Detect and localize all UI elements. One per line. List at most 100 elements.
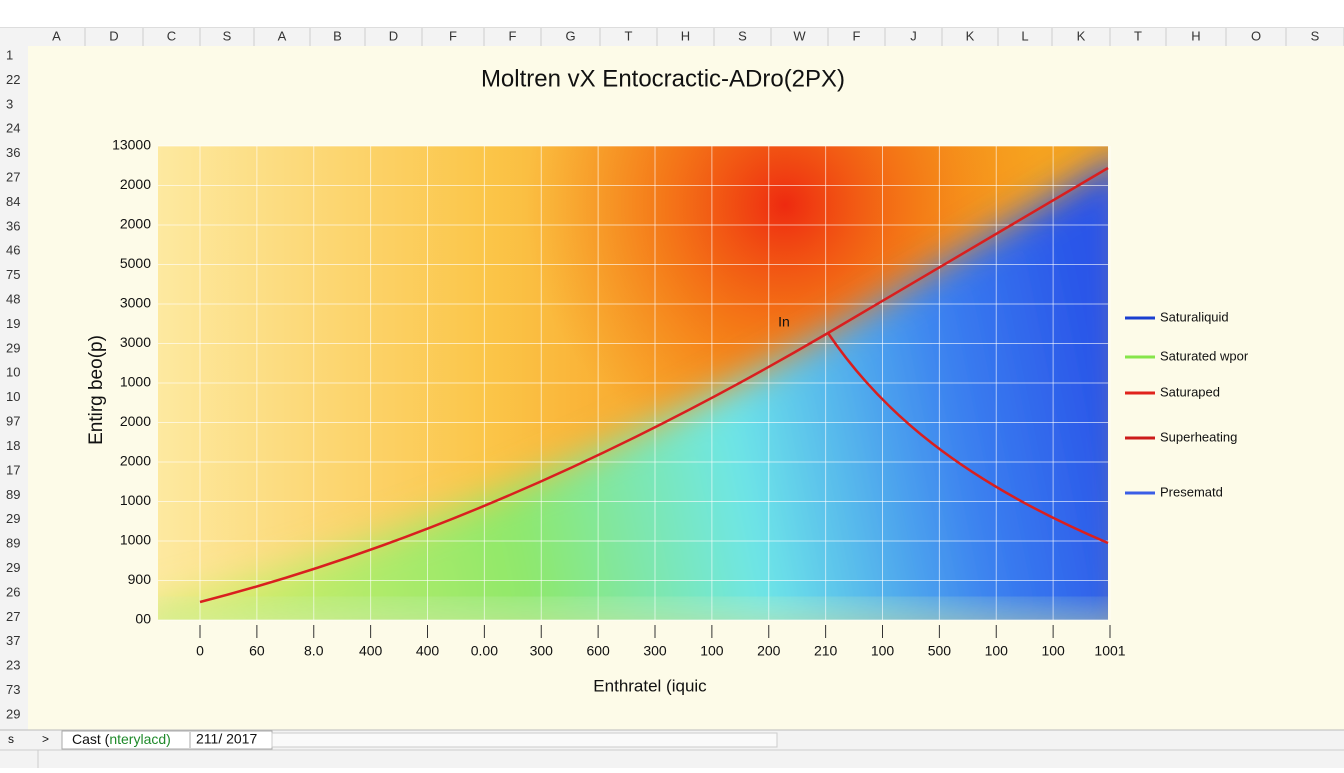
row-header: 36 xyxy=(6,145,20,160)
row-header: 97 xyxy=(6,414,20,429)
scrollbar[interactable] xyxy=(271,732,778,748)
annotation: In xyxy=(778,314,790,330)
superheat-curve xyxy=(826,332,1109,545)
column-header: O xyxy=(1251,28,1261,43)
row-header: 1 xyxy=(6,47,13,62)
legend-label: Saturated wpor xyxy=(1160,348,1249,363)
column-header: J xyxy=(910,28,917,43)
plot-area xyxy=(158,146,1108,620)
row-header: 75 xyxy=(6,267,20,282)
toolbar xyxy=(0,0,1344,28)
row-header: 3 xyxy=(6,96,13,111)
row-header: 18 xyxy=(6,438,20,453)
x-tick-label: 0 xyxy=(196,643,204,659)
x-tick-label: 210 xyxy=(814,643,838,659)
x-tick-label: 600 xyxy=(586,643,610,659)
row-header: 37 xyxy=(6,633,20,648)
row-header-bar xyxy=(0,46,28,730)
x-tick-label: 500 xyxy=(928,643,952,659)
column-header: S xyxy=(223,28,232,43)
column-header: B xyxy=(333,28,342,43)
column-header: K xyxy=(966,28,975,43)
saturation-curve xyxy=(199,166,1109,604)
column-header: S xyxy=(738,28,747,43)
x-tick-label: 300 xyxy=(530,643,554,659)
row-header: 36 xyxy=(6,218,20,233)
legend-label: Saturaliquid xyxy=(1160,309,1229,324)
row-header: 89 xyxy=(6,536,20,551)
row-header: 24 xyxy=(6,121,20,136)
x-tick-label: 60 xyxy=(249,643,265,659)
row-header: 22 xyxy=(6,72,20,87)
column-header: A xyxy=(278,28,287,43)
row-header: 46 xyxy=(6,243,20,258)
nav-right[interactable]: > xyxy=(42,732,49,746)
row-header: 19 xyxy=(6,316,20,331)
x-tick-label: 100 xyxy=(700,643,724,659)
row-header: 48 xyxy=(6,292,20,307)
y-tick-label: 1000 xyxy=(120,532,151,548)
x-axis-label: Enthratel (iquic xyxy=(593,676,707,695)
y-tick-label: 1000 xyxy=(120,374,151,390)
row-header: 23 xyxy=(6,658,20,673)
legend-label: Superheating xyxy=(1160,429,1237,444)
row-header: 26 xyxy=(6,584,20,599)
y-tick-label: 1000 xyxy=(120,492,151,508)
column-header: F xyxy=(449,28,457,43)
column-header: C xyxy=(167,28,176,43)
tab-green: nterylacd) xyxy=(109,731,170,747)
column-header: W xyxy=(793,28,806,43)
column-header: D xyxy=(109,28,118,43)
tab-date: 211/ 2017 xyxy=(196,731,257,747)
column-header: A xyxy=(52,28,61,43)
y-tick-label: 2000 xyxy=(120,216,151,232)
x-tick-label: 200 xyxy=(757,643,781,659)
y-tick-label: 2000 xyxy=(120,176,151,192)
row-header: 84 xyxy=(6,194,20,209)
x-tick-label: 1001 xyxy=(1094,643,1125,659)
y-tick-label: 3000 xyxy=(120,295,151,311)
row-header: 10 xyxy=(6,365,20,380)
row-header: 27 xyxy=(6,169,20,184)
legend-label: Saturaped xyxy=(1160,384,1220,399)
y-tick-label: 5000 xyxy=(120,255,151,271)
column-header: H xyxy=(681,28,690,43)
y-tick-label: 900 xyxy=(128,571,152,587)
x-tick-label: 8.0 xyxy=(304,643,324,659)
row-header: 89 xyxy=(6,487,20,502)
x-tick-label: 400 xyxy=(359,643,383,659)
chart-title: Moltren vX Entocractic-ADro(2PX) xyxy=(481,65,845,92)
column-header: L xyxy=(1021,28,1028,43)
row-header: 17 xyxy=(6,462,20,477)
tab-text: Cast (nterylacd) xyxy=(72,731,171,747)
legend-label: Presematd xyxy=(1160,484,1223,499)
column-header: T xyxy=(625,28,633,43)
column-header: H xyxy=(1191,28,1200,43)
column-header-bar xyxy=(0,28,1344,46)
x-tick-label: 400 xyxy=(416,643,440,659)
row-header: 29 xyxy=(6,511,20,526)
y-tick-label: 2000 xyxy=(120,453,151,469)
column-header: F xyxy=(509,28,517,43)
row-header: 73 xyxy=(6,682,20,697)
column-header: D xyxy=(389,28,398,43)
x-tick-label: 100 xyxy=(985,643,1009,659)
y-axis-label: Entirg beo(p) xyxy=(86,335,107,445)
y-tick-label: 3000 xyxy=(120,334,151,350)
y-tick-label: 2000 xyxy=(120,413,151,429)
nav-left[interactable]: s xyxy=(8,732,14,746)
x-tick-label: 100 xyxy=(1041,643,1065,659)
column-header: G xyxy=(565,28,575,43)
y-tick-label: 13000 xyxy=(112,137,151,153)
row-header: 29 xyxy=(6,560,20,575)
row-header: 27 xyxy=(6,609,20,624)
row-header: 29 xyxy=(6,340,20,355)
y-tick-label: 00 xyxy=(135,611,151,627)
x-tick-label: 0.00 xyxy=(471,643,498,659)
row-header: 29 xyxy=(6,706,20,721)
row-header: 10 xyxy=(6,389,20,404)
tab-name: Cast ( xyxy=(72,731,110,747)
column-header: K xyxy=(1077,28,1086,43)
